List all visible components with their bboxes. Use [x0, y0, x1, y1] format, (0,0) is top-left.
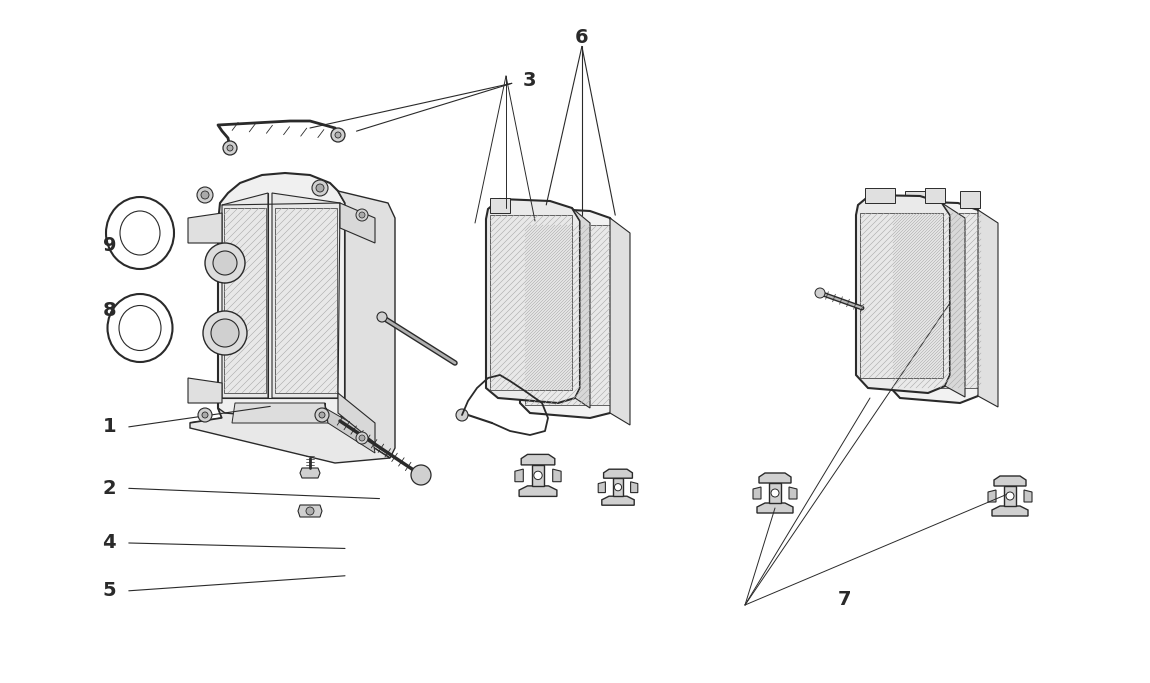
Polygon shape [994, 476, 1026, 486]
Circle shape [359, 212, 365, 218]
Polygon shape [515, 469, 523, 482]
Polygon shape [526, 225, 610, 405]
Polygon shape [753, 487, 761, 499]
Polygon shape [187, 378, 222, 403]
Circle shape [204, 311, 247, 355]
Circle shape [198, 408, 212, 422]
Text: 8: 8 [102, 301, 116, 320]
Circle shape [227, 145, 233, 151]
Polygon shape [978, 210, 998, 407]
Circle shape [356, 432, 368, 444]
Polygon shape [298, 505, 322, 517]
Polygon shape [960, 191, 980, 208]
Polygon shape [190, 408, 390, 463]
Ellipse shape [106, 197, 174, 269]
Circle shape [197, 187, 213, 203]
Circle shape [335, 132, 342, 138]
Circle shape [201, 191, 209, 199]
Polygon shape [789, 487, 797, 499]
Circle shape [210, 319, 239, 347]
Polygon shape [222, 193, 268, 398]
Polygon shape [604, 469, 632, 478]
Circle shape [377, 312, 388, 322]
Polygon shape [486, 199, 580, 403]
Circle shape [205, 243, 245, 283]
Polygon shape [519, 486, 557, 497]
Polygon shape [610, 218, 630, 425]
Circle shape [202, 412, 208, 418]
Polygon shape [187, 213, 222, 243]
Polygon shape [490, 215, 572, 390]
Polygon shape [224, 208, 266, 393]
Polygon shape [860, 213, 943, 378]
Polygon shape [553, 469, 561, 482]
Polygon shape [275, 208, 337, 393]
Circle shape [356, 209, 368, 221]
Circle shape [213, 251, 237, 275]
Polygon shape [1004, 486, 1015, 506]
Ellipse shape [107, 294, 172, 362]
Polygon shape [759, 473, 791, 483]
Circle shape [306, 507, 314, 515]
Circle shape [411, 465, 431, 485]
Polygon shape [232, 403, 328, 423]
Circle shape [614, 484, 622, 491]
Circle shape [319, 412, 325, 418]
Circle shape [315, 408, 329, 422]
Text: 4: 4 [102, 533, 116, 553]
Polygon shape [598, 482, 605, 492]
Polygon shape [925, 188, 945, 203]
Polygon shape [865, 188, 895, 203]
Polygon shape [190, 173, 345, 423]
Polygon shape [340, 203, 375, 243]
Text: 1: 1 [102, 417, 116, 436]
Polygon shape [856, 195, 950, 393]
Text: 5: 5 [102, 581, 116, 600]
Circle shape [223, 141, 237, 155]
Polygon shape [520, 208, 618, 418]
Polygon shape [942, 203, 965, 397]
Polygon shape [613, 478, 623, 497]
Polygon shape [905, 191, 935, 208]
Polygon shape [992, 506, 1028, 516]
Text: 9: 9 [102, 236, 116, 255]
Circle shape [1006, 492, 1014, 500]
Polygon shape [335, 191, 394, 458]
Polygon shape [325, 403, 375, 453]
Circle shape [770, 489, 779, 497]
Text: 2: 2 [102, 479, 116, 498]
Text: 3: 3 [522, 71, 536, 90]
Polygon shape [894, 213, 981, 388]
Polygon shape [630, 482, 638, 492]
Text: 6: 6 [575, 28, 589, 47]
Polygon shape [572, 208, 590, 408]
Text: 7: 7 [837, 590, 851, 609]
Circle shape [359, 435, 365, 441]
Ellipse shape [118, 305, 161, 350]
Circle shape [534, 471, 542, 479]
Polygon shape [300, 468, 320, 478]
Circle shape [457, 409, 468, 421]
Polygon shape [601, 497, 634, 505]
Circle shape [312, 180, 328, 196]
Polygon shape [521, 454, 554, 465]
Polygon shape [490, 198, 509, 213]
Polygon shape [757, 503, 794, 513]
Ellipse shape [120, 211, 160, 255]
Circle shape [316, 184, 324, 192]
Polygon shape [273, 193, 340, 398]
Polygon shape [531, 465, 544, 486]
Polygon shape [888, 201, 986, 403]
Circle shape [815, 288, 825, 298]
Polygon shape [769, 483, 781, 503]
Circle shape [331, 128, 345, 142]
Polygon shape [988, 490, 996, 502]
Polygon shape [338, 393, 375, 443]
Polygon shape [1024, 490, 1032, 502]
